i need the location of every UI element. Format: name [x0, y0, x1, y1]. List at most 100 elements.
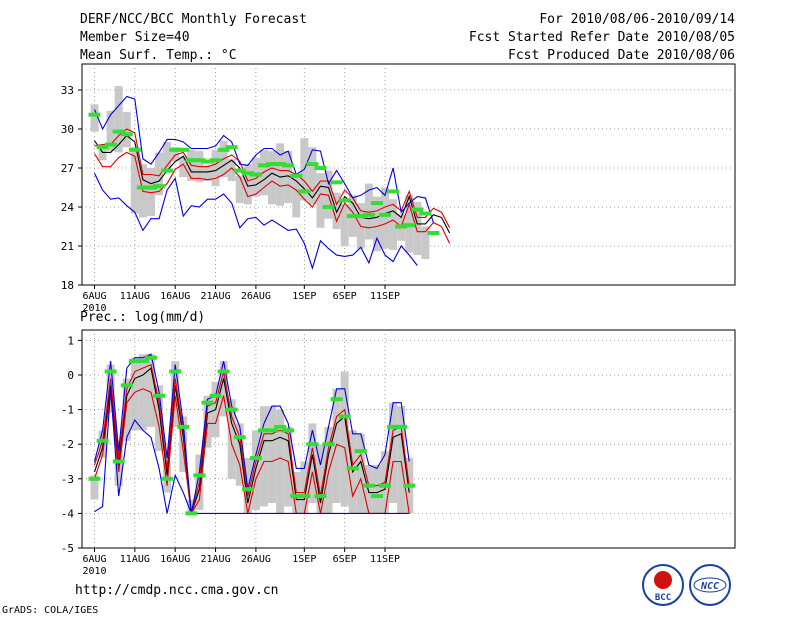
prec-marker [120, 383, 133, 388]
temp-marker [209, 158, 222, 163]
prec-ytick-label: -1 [61, 404, 74, 417]
temp-marker [257, 163, 270, 168]
temp-series-lower_red [94, 151, 451, 244]
temp-ensemble-box [130, 147, 139, 214]
temp-marker [427, 231, 440, 235]
prec-marker [249, 456, 262, 461]
temp-marker [322, 205, 335, 209]
prec-ensemble-box [179, 416, 188, 472]
temp-marker [395, 224, 408, 229]
prec-marker [362, 483, 375, 488]
prec-ensemble-box [397, 406, 406, 514]
prec-xtick-label: 11AUG [120, 554, 150, 565]
temp-marker [411, 207, 424, 212]
temp-marker [298, 189, 311, 194]
prec-marker [395, 424, 408, 429]
prec-ensemble-box [300, 461, 309, 514]
prec-xtick-label: 21AUG [200, 554, 230, 565]
prec-ensemble-box [138, 354, 147, 431]
temp-marker [177, 147, 190, 152]
temp-marker [346, 214, 359, 219]
prec-marker [290, 494, 303, 499]
prec-ensemble-box [276, 409, 285, 514]
prec-xtick-label: 26AUG [241, 554, 271, 565]
temp-year-label: 2010 [82, 303, 106, 314]
temp-ytick-label: 18 [61, 279, 74, 292]
temp-ensemble-box [268, 151, 277, 205]
prec-marker [241, 487, 254, 492]
prec-marker [217, 369, 230, 374]
temp-xtick-label: 11AUG [120, 291, 150, 302]
prec-ensemble-box [284, 426, 293, 507]
temp-ensemble-box [413, 201, 422, 256]
prec-marker [88, 476, 101, 481]
prec-year-label: 2010 [82, 566, 106, 577]
temp-ytick-label: 24 [61, 201, 75, 214]
temp-ensemble-box [340, 204, 349, 246]
temp-marker [290, 173, 303, 178]
prec-ensemble-box [90, 475, 99, 500]
prec-ensemble-box [155, 385, 164, 452]
temp-ytick-label: 30 [61, 123, 74, 136]
prec-xtick-label: 11SEP [370, 554, 400, 565]
temp-marker [144, 185, 157, 190]
ncc-logo-text: NCC [700, 581, 719, 592]
temp-ytick-label: 27 [61, 162, 74, 175]
prec-marker [169, 369, 182, 374]
temp-xtick-label: 21AUG [200, 291, 230, 302]
temp-xtick-label: 16AUG [160, 291, 190, 302]
prec-series-upper_red [93, 363, 410, 514]
temp-ensemble-box [308, 147, 317, 205]
prec-series-lower_red [93, 388, 410, 516]
temp-ensemble-box [235, 175, 244, 204]
prec-marker [112, 459, 125, 464]
temp-marker [274, 162, 287, 167]
ncc-logo: NCC [689, 564, 731, 606]
prec-marker [346, 466, 359, 471]
temp-marker [128, 147, 141, 152]
temp-ensemble-box [292, 177, 301, 218]
temp-ensemble-box [364, 183, 373, 240]
temp-ensemble-box [203, 165, 212, 181]
prec-ensemble-box [235, 423, 244, 486]
temp-marker [362, 212, 375, 217]
temp-marker [370, 201, 383, 206]
temp-xtick-label: 11SEP [370, 291, 400, 302]
variable-label: Mean Surf. Temp.: °C [80, 48, 237, 63]
temp-marker [266, 162, 279, 167]
temp-ensemble-box [155, 152, 164, 196]
temp-marker [330, 180, 343, 185]
prec-marker [266, 428, 279, 433]
source-url[interactable]: http://cmdp.ncc.cma.gov.cn [75, 583, 279, 598]
prec-marker [153, 393, 166, 398]
prec-ensemble-box [227, 399, 236, 479]
prec-marker [322, 442, 335, 447]
temp-marker [112, 129, 125, 134]
prec-xtick-label: 16AUG [160, 554, 190, 565]
temp-ensemble-box [372, 196, 381, 252]
prec-marker [403, 483, 416, 488]
prec-marker [161, 476, 174, 481]
temp-marker [193, 158, 206, 163]
temp-marker [338, 198, 351, 203]
member-size: Member Size=40 [80, 30, 190, 45]
temp-marker [169, 147, 182, 152]
temp-marker [88, 112, 101, 117]
temp-marker [136, 185, 149, 190]
temp-marker [185, 158, 198, 163]
bcc-logo-text: BCC [655, 593, 671, 603]
ncc-logo-ring [689, 564, 731, 606]
temp-ensemble-box [284, 151, 293, 204]
prec-ensemble-box [389, 402, 398, 504]
prec-xtick-label: 6SEP [333, 554, 357, 565]
temp-ensemble-box [381, 187, 390, 249]
temp-ensemble-box [251, 157, 260, 197]
prec-ytick-label: 0 [67, 369, 74, 382]
ncc-logo-orbit [693, 577, 727, 593]
temp-series-max [93, 95, 434, 223]
forecast-start-date: Fcst Started Refer Date 2010/08/05 [468, 30, 735, 45]
temp-ensemble-box [90, 104, 99, 132]
prec-marker [370, 494, 383, 499]
bcc-logo-emblem [654, 571, 672, 589]
temp-xtick-label: 6SEP [333, 291, 357, 302]
